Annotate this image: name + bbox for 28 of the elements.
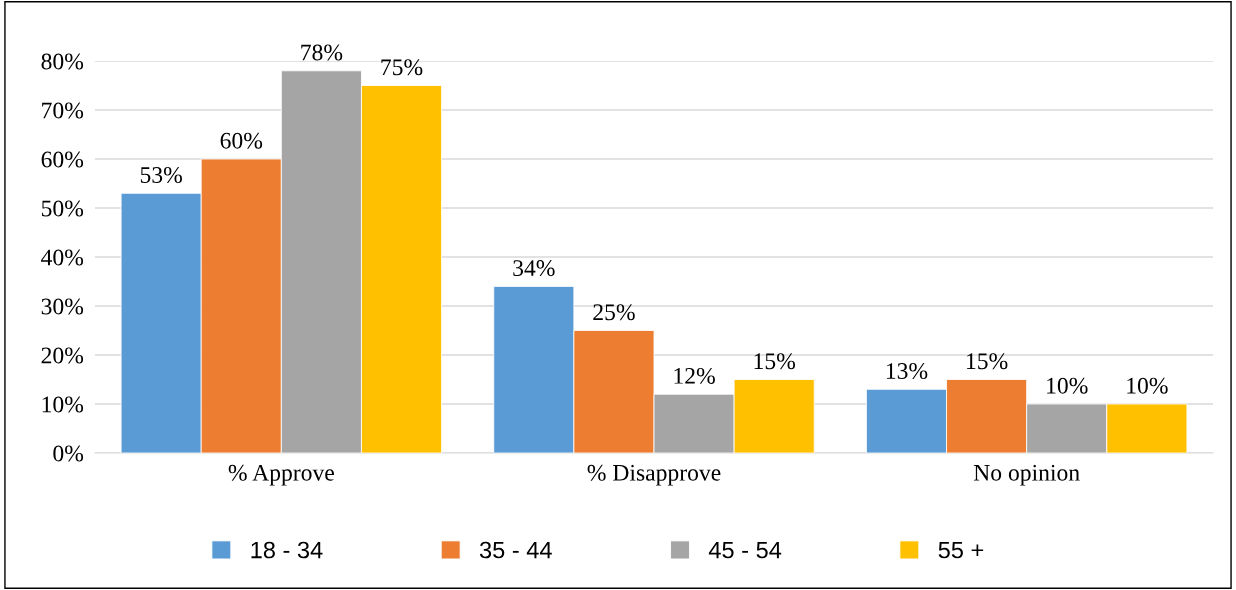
text: 34% bbox=[513, 260, 555, 277]
y-tick-label: 80% bbox=[41, 53, 84, 70]
x-tick-label: % Disapprove bbox=[587, 464, 721, 486]
x-tick-label: No opinion bbox=[973, 464, 1080, 486]
y-tick-label: 50% bbox=[41, 200, 84, 217]
y-tick-label: 60% bbox=[41, 151, 84, 168]
y-tick-label: 20% bbox=[41, 347, 84, 364]
text: 10% bbox=[1127, 377, 1168, 394]
y-tick-label: 30% bbox=[41, 298, 84, 315]
text: 13% bbox=[886, 363, 928, 380]
text: 25% bbox=[593, 304, 635, 321]
legend-label: 35 - 44 bbox=[479, 541, 552, 559]
text: 60% bbox=[220, 132, 263, 149]
text: 53% bbox=[140, 167, 182, 184]
y-tick-label: 70% bbox=[42, 102, 84, 119]
text: 78% bbox=[301, 44, 343, 61]
x-tick-label: % Approve bbox=[228, 464, 334, 486]
legend-label: 45 - 54 bbox=[708, 541, 782, 559]
legend-label: 18 - 34 bbox=[251, 541, 323, 559]
text: 10% bbox=[1047, 377, 1088, 394]
text: 15% bbox=[967, 353, 1008, 370]
text: 12% bbox=[674, 367, 715, 384]
y-tick-label: 40% bbox=[41, 249, 84, 266]
y-tick-label: 10% bbox=[42, 396, 84, 413]
legend-label: 55 + bbox=[938, 541, 984, 559]
y-tick-label: 0% bbox=[53, 445, 84, 462]
text: 75% bbox=[381, 59, 423, 76]
text: 15% bbox=[754, 353, 796, 370]
